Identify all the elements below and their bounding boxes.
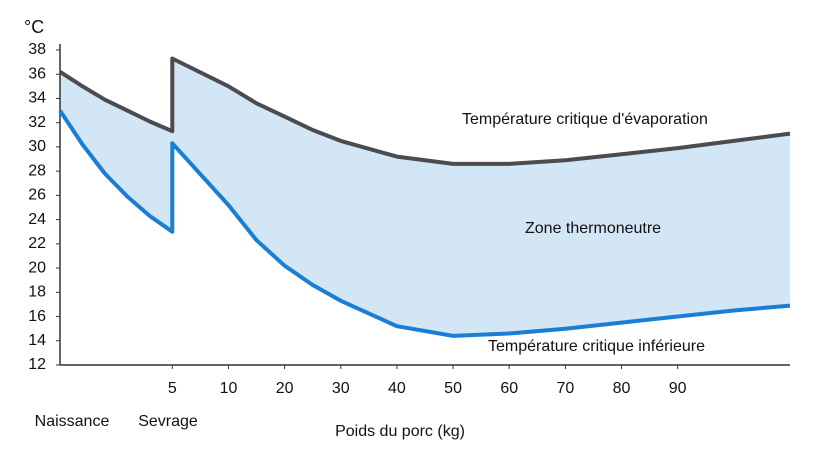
series-line bbox=[58, 56, 791, 166]
x-tick-label: 30 bbox=[332, 380, 350, 397]
y-tick-label: 22 bbox=[28, 235, 46, 252]
y-tick-label: 34 bbox=[28, 90, 46, 107]
series-line bbox=[58, 109, 791, 338]
x-tick-label: 20 bbox=[276, 380, 294, 397]
x-tick-label: 90 bbox=[669, 380, 687, 397]
y-tick-label: 12 bbox=[28, 356, 46, 373]
y-tick-label: 26 bbox=[28, 187, 46, 204]
annotation: Température critique inférieure bbox=[488, 338, 705, 355]
zone-fill bbox=[60, 58, 790, 336]
x-tick-label: 5 bbox=[168, 380, 177, 397]
y-tick-label: 30 bbox=[28, 138, 46, 155]
y-tick-label: 16 bbox=[28, 308, 46, 325]
annotation: Température critique d'évaporation bbox=[462, 111, 708, 128]
x-axis-label: Poids du porc (kg) bbox=[335, 423, 465, 440]
y-tick-label: 18 bbox=[28, 284, 46, 301]
y-tick-label: 20 bbox=[28, 259, 46, 276]
y-tick-label: 36 bbox=[28, 65, 46, 82]
y-tick-label: 32 bbox=[28, 114, 46, 131]
start-label: Sevrage bbox=[138, 413, 198, 430]
x-tick-label: 40 bbox=[388, 380, 406, 397]
y-tick-label: 28 bbox=[28, 162, 46, 179]
x-tick-label: 60 bbox=[500, 380, 518, 397]
x-tick-label: 50 bbox=[444, 380, 462, 397]
y-tick-label: 24 bbox=[28, 211, 46, 228]
y-tick-label: 14 bbox=[28, 332, 46, 349]
y-unit: °C bbox=[24, 17, 44, 37]
x-tick-label: 70 bbox=[556, 380, 574, 397]
y-tick-label: 38 bbox=[28, 41, 46, 58]
start-label: Naissance bbox=[35, 413, 110, 430]
x-tick-label: 10 bbox=[220, 380, 238, 397]
annotation: Zone thermoneutre bbox=[525, 220, 661, 237]
x-tick-label: 80 bbox=[613, 380, 631, 397]
